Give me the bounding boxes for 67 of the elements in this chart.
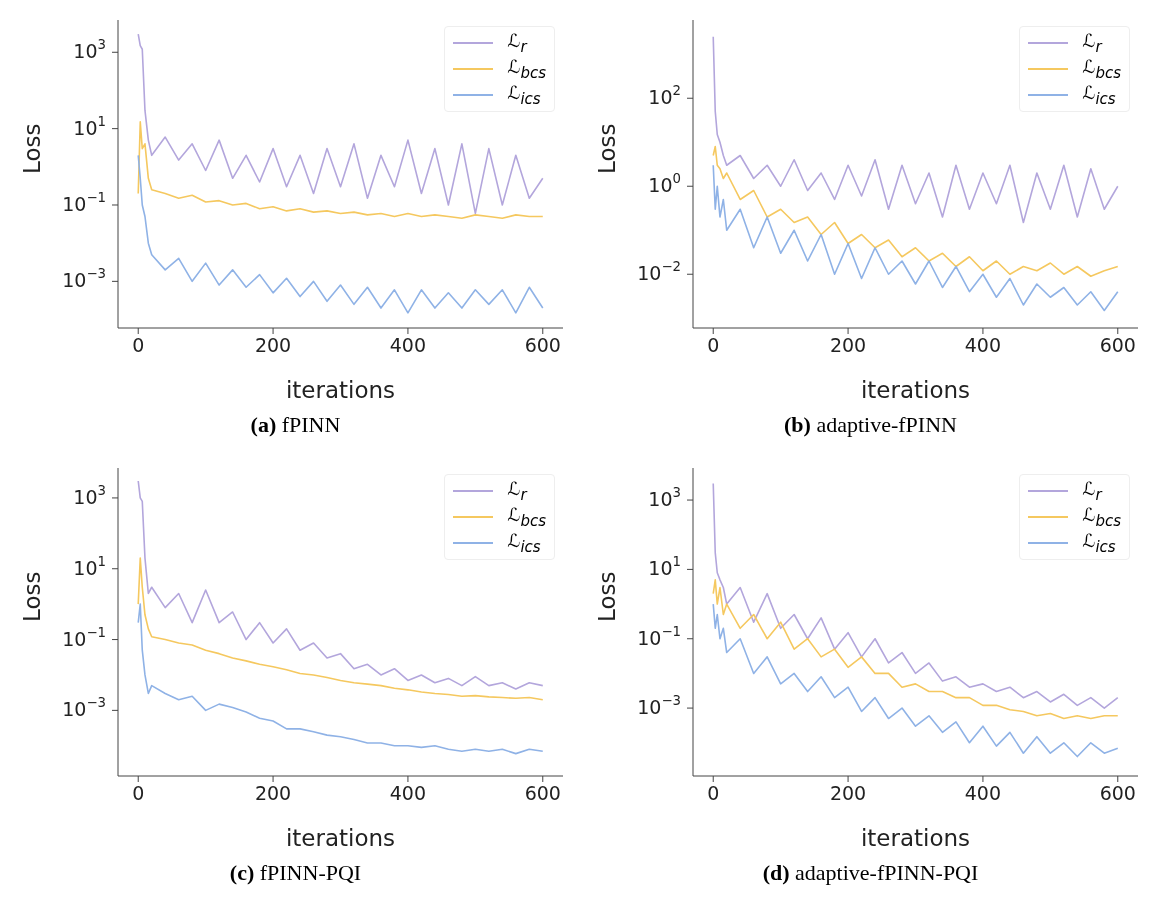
line-series bbox=[712, 579, 1119, 720]
line-series bbox=[712, 482, 1119, 709]
y-axis-title: Loss bbox=[594, 571, 621, 622]
y-axis-title: Loss bbox=[19, 571, 46, 622]
line-series bbox=[712, 164, 1119, 312]
x-tick-label: 0 bbox=[132, 334, 145, 356]
x-tick-label: 0 bbox=[707, 334, 720, 356]
legend-label: ℒ$_{r}$ bbox=[507, 478, 527, 504]
x-tick-label: 400 bbox=[964, 782, 1002, 804]
legend-label: ℒ$_{bcs}$ bbox=[507, 504, 546, 530]
y-tick-label: 10$^{−1}$ bbox=[62, 189, 106, 215]
y-tick-label: 10$^{−3}$ bbox=[62, 694, 106, 720]
y-tick-label: 10$^{−3}$ bbox=[637, 692, 681, 718]
y-axis-title: Loss bbox=[19, 123, 46, 174]
y-tick-label: 10$^{1}$ bbox=[73, 113, 106, 139]
y-tick-label: 10$^{−3}$ bbox=[62, 265, 106, 291]
line-series bbox=[137, 480, 544, 690]
text: (b) adaptive-fPINN bbox=[783, 412, 958, 438]
text: (a) fPINN bbox=[249, 412, 342, 438]
legend-label: ℒ$_{bcs}$ bbox=[507, 56, 546, 82]
line-series bbox=[137, 33, 544, 215]
x-tick-label: 600 bbox=[524, 782, 561, 804]
x-tick-label: 600 bbox=[524, 334, 561, 356]
legend-label: ℒ$_{bcs}$ bbox=[1082, 504, 1121, 530]
legend-label: ℒ$_{ics}$ bbox=[1082, 82, 1116, 108]
x-axis-title: iterations bbox=[860, 377, 971, 403]
x-axis-title: iterations bbox=[285, 377, 396, 403]
legend-label: ℒ$_{r}$ bbox=[1082, 478, 1102, 504]
y-tick-label: 10$^{−1}$ bbox=[62, 624, 106, 650]
line-series bbox=[137, 603, 544, 755]
legend-label: ℒ$_{ics}$ bbox=[507, 530, 541, 556]
line-series bbox=[137, 557, 544, 701]
text: (d) adaptive-fPINN-PQI bbox=[761, 860, 980, 886]
text: (c) fPINN-PQI bbox=[228, 860, 363, 886]
x-tick-label: 400 bbox=[964, 334, 1002, 356]
line-series bbox=[712, 145, 1119, 278]
x-tick-label: 600 bbox=[1099, 334, 1136, 356]
y-tick-label: 10$^{3}$ bbox=[73, 36, 106, 62]
line-series bbox=[137, 154, 544, 314]
x-axis-title: iterations bbox=[285, 825, 396, 851]
x-tick-label: 200 bbox=[254, 782, 292, 804]
legend-label: ℒ$_{ics}$ bbox=[1082, 530, 1116, 556]
legend-label: ℒ$_{r}$ bbox=[1082, 30, 1102, 56]
line-series bbox=[712, 35, 1119, 224]
y-tick-label: 10$^{2}$ bbox=[648, 82, 681, 108]
x-tick-label: 200 bbox=[254, 334, 292, 356]
y-tick-label: 10$^{3}$ bbox=[73, 482, 106, 508]
y-tick-label: 10$^{0}$ bbox=[648, 170, 681, 196]
y-tick-label: 10$^{3}$ bbox=[648, 484, 681, 510]
x-tick-label: 600 bbox=[1099, 782, 1136, 804]
x-axis-title: iterations bbox=[860, 825, 971, 851]
y-tick-label: 10$^{1}$ bbox=[648, 553, 681, 579]
line-series bbox=[137, 121, 544, 220]
x-tick-label: 200 bbox=[829, 334, 867, 356]
legend-label: ℒ$_{bcs}$ bbox=[1082, 56, 1121, 82]
x-tick-label: 400 bbox=[389, 782, 427, 804]
x-tick-label: 200 bbox=[829, 782, 867, 804]
x-tick-label: 400 bbox=[389, 334, 427, 356]
y-tick-label: 10$^{−1}$ bbox=[637, 623, 681, 649]
y-tick-label: 10$^{−2}$ bbox=[637, 258, 681, 284]
x-tick-label: 0 bbox=[707, 782, 720, 804]
y-axis-title: Loss bbox=[594, 123, 621, 174]
legend-label: ℒ$_{r}$ bbox=[507, 30, 527, 56]
line-series bbox=[712, 603, 1119, 758]
legend-label: ℒ$_{ics}$ bbox=[507, 82, 541, 108]
x-tick-label: 0 bbox=[132, 782, 145, 804]
y-tick-label: 10$^{1}$ bbox=[73, 553, 106, 579]
